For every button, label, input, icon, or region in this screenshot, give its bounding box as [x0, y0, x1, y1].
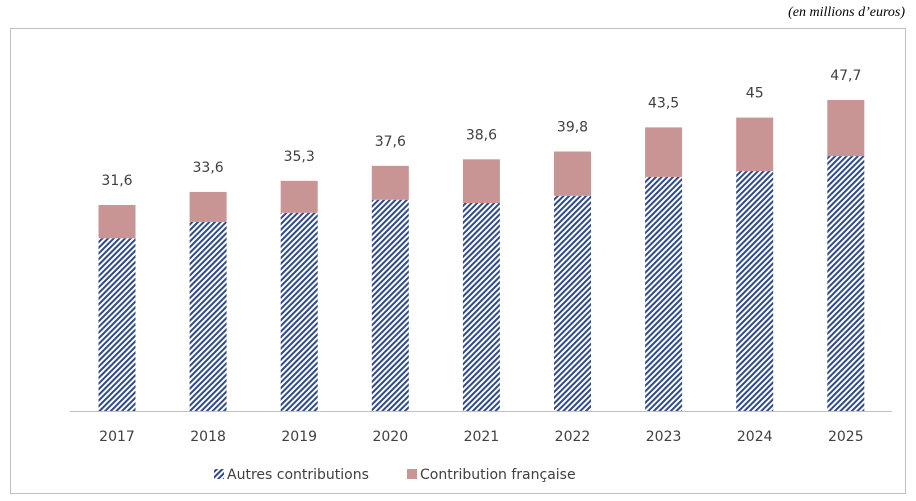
legend-swatch	[214, 469, 224, 479]
total-label: 31,6	[101, 173, 132, 189]
bar-segment	[827, 99, 865, 157]
x-tick-label: 2017	[99, 429, 135, 445]
bar-segment	[645, 176, 683, 411]
total-label: 47,7	[830, 68, 861, 84]
bar-segment	[645, 127, 683, 177]
x-tick-label: 2018	[190, 429, 226, 445]
bar-segment	[736, 117, 774, 172]
bar-segment	[280, 180, 318, 213]
bar-segment	[462, 159, 500, 204]
bar-segment	[189, 191, 227, 222]
bar-segment	[189, 221, 227, 411]
total-label: 39,8	[557, 120, 588, 136]
bar-segment	[554, 151, 591, 196]
bar-segment	[98, 204, 136, 239]
total-label: 35,3	[284, 149, 315, 165]
bar-segment	[371, 199, 409, 411]
bar-segment	[280, 212, 318, 411]
x-tick-label: 2024	[737, 429, 773, 445]
total-label: 37,6	[375, 134, 406, 150]
x-tick-label: 2023	[646, 429, 682, 445]
x-tick-label: 2021	[464, 429, 500, 445]
x-tick-label: 2019	[281, 429, 317, 445]
chart-subtitle: (en millions d’euros)	[788, 5, 905, 20]
legend-label: Autres contributions	[227, 467, 369, 483]
bar-segment	[98, 238, 136, 411]
total-label: 45	[746, 86, 764, 102]
total-label: 43,5	[648, 95, 679, 111]
x-tick-label: 2020	[372, 429, 408, 445]
total-label: 38,6	[466, 127, 497, 143]
bar-segment	[736, 171, 774, 411]
bar-segment	[554, 195, 591, 411]
x-tick-label: 2025	[828, 429, 864, 445]
chart-border	[10, 28, 906, 494]
legend-label: Contribution française	[420, 467, 576, 483]
bar-segment	[827, 156, 865, 411]
x-tick-label: 2022	[555, 429, 591, 445]
bar-segment	[462, 203, 500, 411]
bar-segment	[371, 165, 409, 200]
legend-swatch	[407, 469, 417, 479]
total-label: 33,6	[193, 160, 224, 176]
